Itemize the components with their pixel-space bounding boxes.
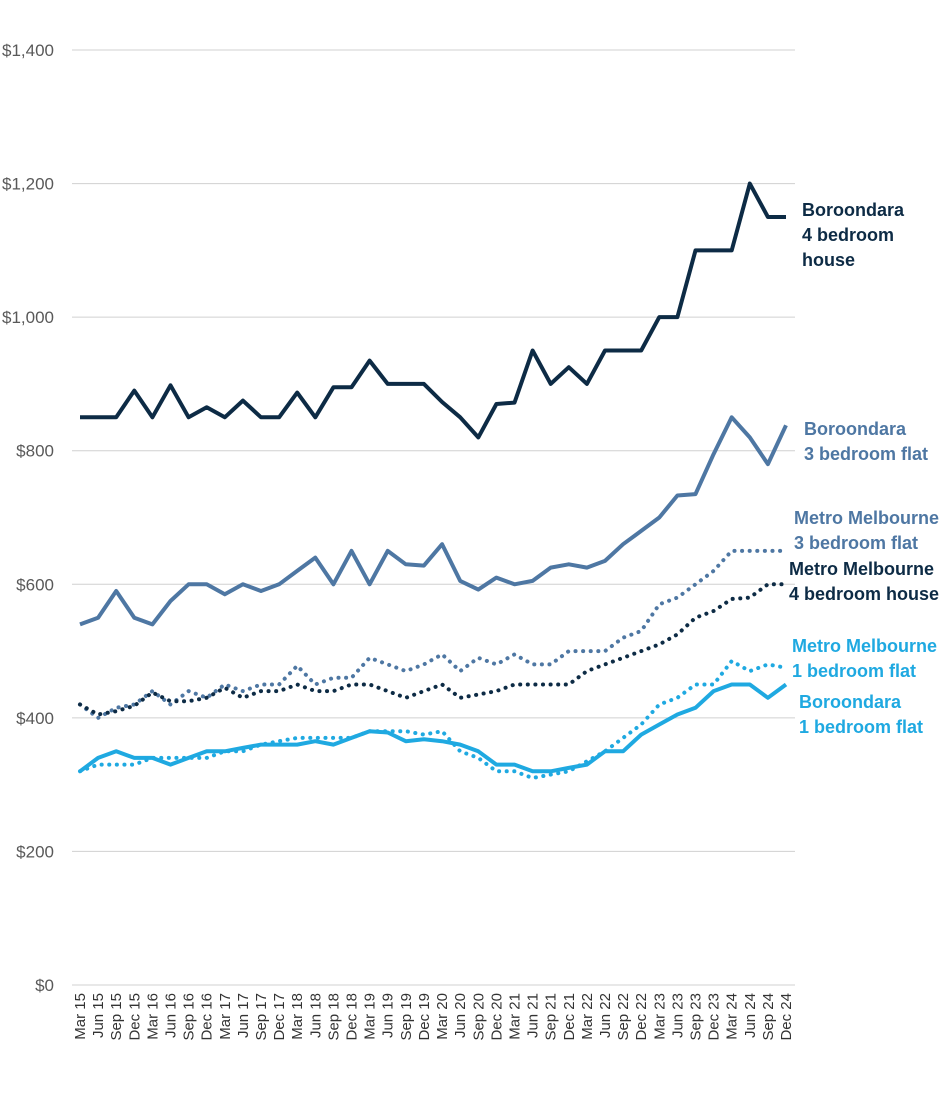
series-label-metro-4br-house: Metro Melbourne 4 bedroom house bbox=[789, 559, 939, 604]
x-tick-label-dec-16: Dec 16 bbox=[199, 993, 216, 1041]
x-tick-label-dec-15: Dec 15 bbox=[126, 993, 143, 1041]
series-label-boroondara-1br-flat: Boroondara 1 bedroom flat bbox=[799, 692, 923, 737]
x-tick-label-mar-23: Mar 23 bbox=[651, 993, 668, 1040]
series-label-line: 1 bedroom flat bbox=[799, 717, 923, 737]
series-label-line: Metro Melbourne bbox=[792, 636, 937, 656]
series-line-metro-3br-flat bbox=[78, 548, 788, 720]
x-tick-label-sep-19: Sep 19 bbox=[398, 993, 415, 1041]
series-label-line: Metro Melbourne bbox=[794, 508, 939, 528]
series-lines bbox=[78, 181, 788, 780]
x-tick-label-jun-24: Jun 24 bbox=[742, 993, 759, 1038]
series-label-boroondara-3br-flat: Boroondara 3 bedroom flat bbox=[804, 419, 928, 464]
x-tick-label-mar-15: Mar 15 bbox=[72, 993, 89, 1040]
x-tick-label-sep-20: Sep 20 bbox=[470, 993, 487, 1041]
gridlines bbox=[72, 49, 795, 986]
x-tick-label-sep-23: Sep 23 bbox=[687, 993, 704, 1041]
x-tick-label-mar-24: Mar 24 bbox=[724, 993, 741, 1040]
x-tick-label-dec-24: Dec 24 bbox=[778, 993, 795, 1041]
x-tick-label-sep-21: Sep 21 bbox=[543, 993, 560, 1041]
x-axis: Mar 15 Jun 15 Sep 15 Dec 15 Mar 16 Jun 16 Sep … bbox=[72, 993, 795, 1041]
y-tick-label: $1,400 bbox=[2, 41, 54, 60]
x-tick-label-jun-20: Jun 20 bbox=[452, 993, 469, 1038]
x-tick-label-jun-19: Jun 19 bbox=[380, 993, 397, 1038]
series-label-metro-3br-flat: Metro Melbourne 3 bedroom flat bbox=[794, 508, 939, 553]
series-label-line: house bbox=[802, 250, 855, 270]
series-label-boroondara-4br-house: Boroondara 4 bedroom house bbox=[802, 200, 905, 270]
series-label-line: Boroondara bbox=[799, 692, 902, 712]
y-tick-label: $400 bbox=[16, 709, 54, 728]
x-tick-label-dec-22: Dec 22 bbox=[633, 993, 650, 1041]
x-tick-label-sep-18: Sep 18 bbox=[325, 993, 342, 1041]
x-tick-label-sep-17: Sep 17 bbox=[253, 993, 270, 1041]
x-tick-label-sep-16: Sep 16 bbox=[181, 993, 198, 1041]
x-tick-label-mar-16: Mar 16 bbox=[144, 993, 161, 1040]
x-tick-label-dec-23: Dec 23 bbox=[706, 993, 723, 1041]
x-tick-label-mar-18: Mar 18 bbox=[289, 993, 306, 1040]
x-tick-label-mar-17: Mar 17 bbox=[217, 993, 234, 1040]
series-label-line: 3 bedroom flat bbox=[794, 533, 918, 553]
series-line-metro-4br-house bbox=[78, 582, 788, 717]
x-tick-label-jun-23: Jun 23 bbox=[669, 993, 686, 1038]
x-tick-label-jun-15: Jun 15 bbox=[90, 993, 107, 1038]
x-tick-label-dec-20: Dec 20 bbox=[488, 993, 505, 1041]
x-tick-label-mar-21: Mar 21 bbox=[506, 993, 523, 1040]
x-tick-label-jun-21: Jun 21 bbox=[525, 993, 542, 1038]
series-label-line: Metro Melbourne bbox=[789, 559, 934, 579]
x-tick-label-dec-18: Dec 18 bbox=[344, 993, 361, 1041]
x-tick-label-dec-17: Dec 17 bbox=[271, 993, 288, 1041]
y-tick-label: $800 bbox=[16, 442, 54, 461]
x-tick-label-jun-16: Jun 16 bbox=[163, 993, 180, 1038]
series-line-metro-1br-flat bbox=[78, 659, 788, 780]
x-tick-label-sep-24: Sep 24 bbox=[760, 993, 777, 1041]
series-labels: Boroondara 4 bedroom house Boroondara 3 bedr… bbox=[789, 200, 939, 737]
x-tick-label-dec-19: Dec 19 bbox=[416, 993, 433, 1041]
series-label-line: 4 bedroom house bbox=[789, 584, 939, 604]
x-tick-label-jun-18: Jun 18 bbox=[307, 993, 324, 1038]
x-tick-label-mar-20: Mar 20 bbox=[434, 993, 451, 1040]
x-tick-label-sep-22: Sep 22 bbox=[615, 993, 632, 1041]
x-tick-label-dec-21: Dec 21 bbox=[561, 993, 578, 1041]
x-tick-label-jun-22: Jun 22 bbox=[597, 993, 614, 1038]
x-tick-label-jun-17: Jun 17 bbox=[235, 993, 252, 1038]
series-label-line: 3 bedroom flat bbox=[804, 444, 928, 464]
y-axis: $0 $200 $400 $600 $800 $1,000 $1,200 $1,400 bbox=[2, 41, 54, 995]
series-line-boroondara-1br-flat bbox=[78, 682, 788, 774]
series-label-metro-1br-flat: Metro Melbourne 1 bedroom flat bbox=[792, 636, 937, 681]
series-line-boroondara-4br-house bbox=[80, 181, 786, 440]
series-label-line: Boroondara bbox=[802, 200, 905, 220]
x-tick-label-mar-19: Mar 19 bbox=[362, 993, 379, 1040]
x-tick-label-mar-22: Mar 22 bbox=[579, 993, 596, 1040]
series-line-boroondara-3br-flat bbox=[79, 415, 788, 627]
y-tick-label: $200 bbox=[16, 842, 54, 861]
x-tick-label-sep-15: Sep 15 bbox=[108, 993, 125, 1041]
y-tick-label: $1,200 bbox=[2, 175, 54, 194]
series-label-line: 4 bedroom bbox=[802, 225, 894, 245]
series-label-line: 1 bedroom flat bbox=[792, 661, 916, 681]
series-label-line: Boroondara bbox=[804, 419, 907, 439]
y-tick-label: $0 bbox=[35, 976, 54, 995]
y-tick-label: $600 bbox=[16, 575, 54, 594]
y-tick-label: $1,000 bbox=[2, 308, 54, 327]
